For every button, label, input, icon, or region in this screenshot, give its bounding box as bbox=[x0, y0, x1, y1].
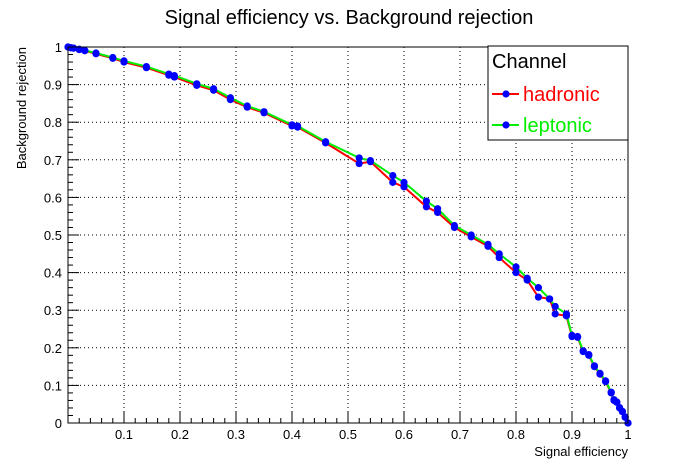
data-point bbox=[70, 44, 78, 52]
legend-entry-leptonic: leptonic bbox=[492, 115, 592, 137]
y-tick-label: 0.7 bbox=[44, 153, 62, 168]
data-point bbox=[120, 57, 128, 65]
data-point bbox=[193, 80, 201, 88]
x-tick-label: 0.1 bbox=[115, 427, 133, 442]
data-point bbox=[585, 350, 593, 359]
data-point bbox=[590, 362, 599, 370]
data-point bbox=[621, 413, 629, 421]
legend-entry-hadronic: hadronic bbox=[492, 84, 600, 106]
y-tick-label: 0 bbox=[55, 416, 62, 431]
data-point bbox=[355, 159, 363, 168]
data-point bbox=[546, 295, 554, 303]
y-tick-label: 0.1 bbox=[44, 378, 62, 393]
data-point bbox=[551, 310, 559, 318]
data-point bbox=[389, 178, 397, 186]
data-point bbox=[574, 332, 582, 341]
data-point bbox=[170, 71, 178, 80]
x-tick-label: 0.8 bbox=[507, 427, 525, 442]
data-point bbox=[260, 108, 268, 116]
data-point bbox=[551, 302, 559, 311]
data-point bbox=[422, 203, 430, 211]
data-point bbox=[243, 102, 251, 110]
x-tick-label: 0.6 bbox=[395, 427, 413, 442]
data-point bbox=[607, 388, 615, 396]
data-point bbox=[226, 94, 234, 102]
chart-title: Signal efficiency vs. Background rejecti… bbox=[165, 7, 534, 29]
data-point bbox=[523, 274, 531, 282]
x-tick-label: 0.7 bbox=[451, 427, 469, 442]
x-tick-label: 0.4 bbox=[283, 427, 301, 442]
y-tick-label: 0.9 bbox=[44, 78, 62, 93]
data-point bbox=[613, 398, 621, 406]
data-point bbox=[165, 70, 173, 78]
y-tick-label: 0.4 bbox=[44, 266, 62, 281]
x-axis-label: Signal efficiency bbox=[534, 444, 628, 459]
y-axis-label: Background rejection bbox=[14, 47, 29, 169]
x-tick-label: 0.5 bbox=[339, 427, 357, 442]
series-markers-leptonic bbox=[64, 43, 632, 427]
axes: 0.1 0.2 0.3 0.4 0.5 0.6 0.7 0.8 0.9 1 0 0.1 0.2 0.3 0.… bbox=[44, 40, 632, 442]
data-point bbox=[355, 154, 363, 162]
data-point bbox=[512, 269, 520, 277]
data-point bbox=[210, 85, 218, 93]
data-point bbox=[434, 205, 442, 213]
x-tick-label: 0.3 bbox=[227, 427, 245, 442]
y-tick-label: 1 bbox=[55, 40, 62, 55]
data-point bbox=[400, 178, 408, 186]
data-point bbox=[568, 331, 576, 339]
data-point bbox=[618, 407, 627, 415]
x-tick-label: 1 bbox=[624, 427, 631, 442]
data-point bbox=[142, 62, 150, 71]
data-point bbox=[322, 138, 330, 146]
data-point bbox=[81, 46, 89, 54]
legend-label: leptonic bbox=[523, 115, 592, 137]
series-layer bbox=[64, 43, 632, 427]
y-tick-label: 0.5 bbox=[44, 228, 62, 243]
data-point bbox=[602, 377, 610, 385]
legend-marker bbox=[502, 121, 510, 129]
data-point bbox=[534, 284, 543, 292]
data-point bbox=[484, 240, 492, 248]
data-point bbox=[534, 293, 543, 301]
data-point bbox=[512, 263, 520, 271]
x-tick-label: 0.2 bbox=[171, 427, 189, 442]
data-point bbox=[288, 121, 296, 129]
x-tick-label: 0.9 bbox=[563, 427, 581, 442]
legend: Channel hadronic leptonic bbox=[487, 45, 629, 141]
data-point bbox=[562, 310, 571, 318]
data-point bbox=[92, 49, 100, 57]
data-point bbox=[450, 222, 458, 230]
data-point bbox=[579, 347, 587, 355]
y-tick-label: 0.2 bbox=[44, 341, 62, 356]
y-tick-label: 0.3 bbox=[44, 303, 62, 318]
data-point bbox=[109, 53, 117, 62]
data-point bbox=[467, 231, 475, 239]
data-point bbox=[294, 122, 302, 130]
legend-entries: hadronic leptonic bbox=[492, 84, 600, 137]
legend-title: Channel bbox=[492, 51, 567, 73]
data-point bbox=[422, 197, 430, 205]
data-point bbox=[389, 171, 397, 180]
legend-label: hadronic bbox=[523, 84, 600, 106]
y-tick-label: 0.8 bbox=[44, 115, 62, 130]
data-point bbox=[596, 369, 604, 377]
data-point bbox=[366, 156, 374, 165]
data-point bbox=[495, 250, 503, 258]
legend-marker bbox=[502, 90, 510, 98]
y-tick-label: 0.6 bbox=[44, 190, 62, 205]
